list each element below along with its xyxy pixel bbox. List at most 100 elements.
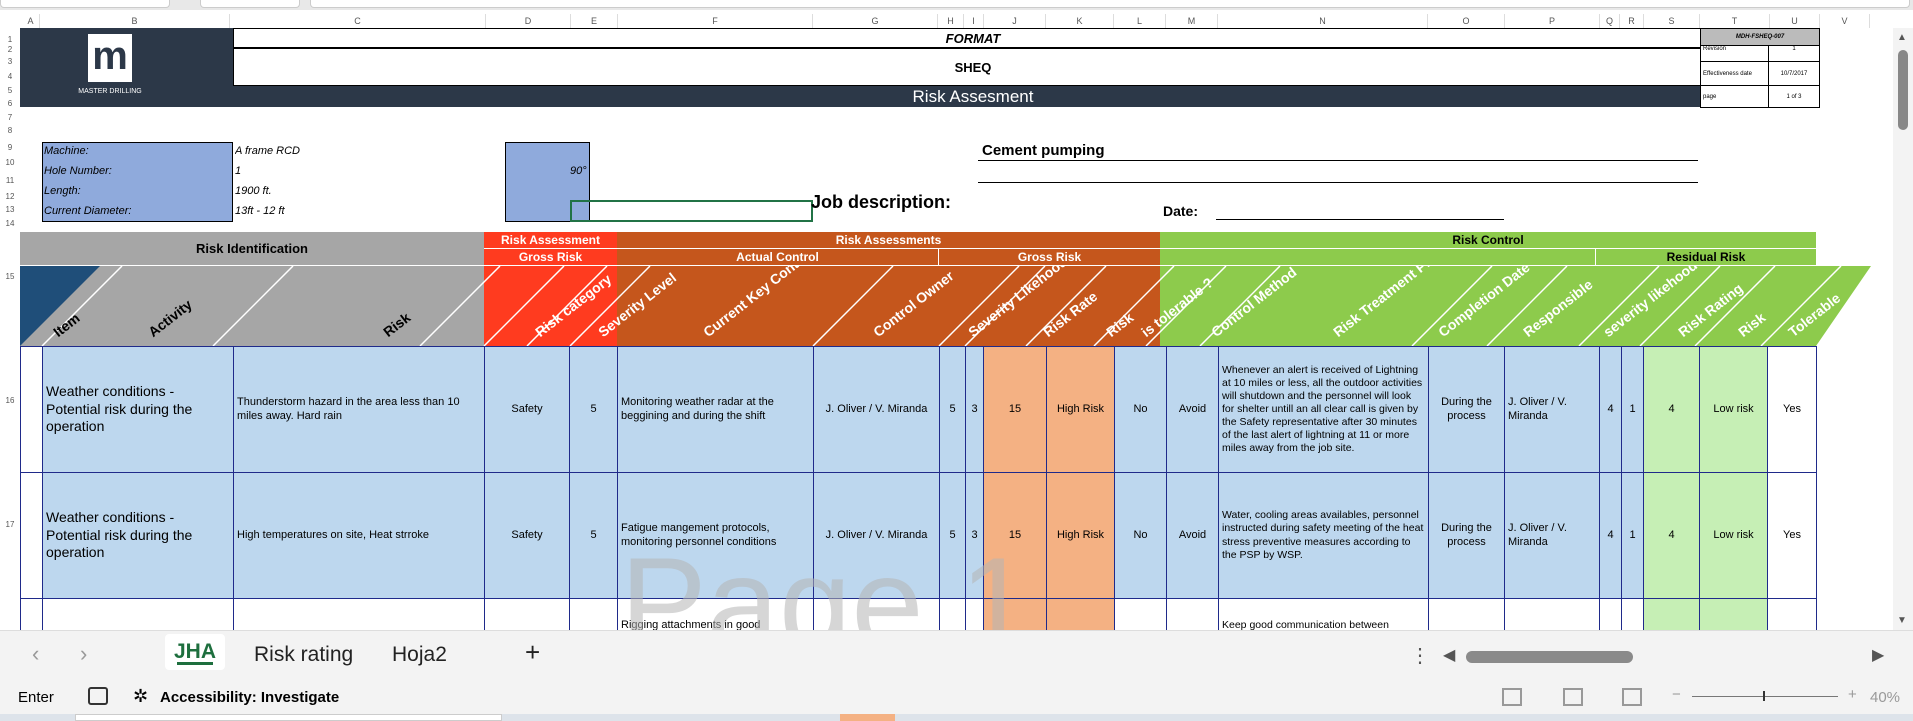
cell-rrate[interactable]: 4: [1643, 472, 1700, 599]
accessibility-icon[interactable]: ✲: [133, 686, 149, 706]
column-header-c[interactable]: C: [230, 14, 486, 28]
cell-controls[interactable]: Rigging attachments in good: [617, 598, 814, 630]
column-header-e[interactable]: E: [571, 14, 618, 28]
cell-plan[interactable]: Water, cooling areas availables, personn…: [1218, 472, 1429, 599]
cell-item[interactable]: [20, 472, 43, 599]
cell-rsev[interactable]: 4: [1599, 346, 1622, 473]
cell-completion[interactable]: During the process: [1428, 472, 1505, 599]
cell-item[interactable]: [20, 346, 43, 473]
row-header[interactable]: 1: [7, 35, 13, 44]
column-header-n[interactable]: N: [1218, 14, 1428, 28]
row-header[interactable]: 11: [5, 176, 15, 185]
column-header-v[interactable]: V: [1820, 14, 1870, 28]
cell-rtol[interactable]: Yes: [1767, 472, 1817, 599]
row-header[interactable]: 6: [7, 99, 13, 108]
row-header[interactable]: 7: [7, 113, 13, 122]
row-header[interactable]: 10: [5, 158, 15, 167]
cell-owner[interactable]: J. Oliver / V. Miranda: [813, 346, 940, 473]
cell-tolerable[interactable]: No: [1114, 346, 1167, 473]
scroll-up-icon[interactable]: ▲: [1897, 32, 1907, 43]
page-layout-icon[interactable]: [1563, 688, 1583, 706]
spreadsheet-grid[interactable]: m MASTER DRILLING FORMAT SHEQ Risk Asses…: [20, 28, 1871, 630]
hole-angle[interactable]: 90°: [570, 165, 587, 177]
column-header-u[interactable]: U: [1770, 14, 1820, 28]
cell-rrate[interactable]: 4: [1643, 346, 1700, 473]
cell-risk[interactable]: [233, 598, 485, 630]
cell-responsible[interactable]: J. Oliver / V. Miranda: [1504, 346, 1600, 473]
cell-rsev[interactable]: [1599, 598, 1622, 630]
cell-item[interactable]: [20, 598, 43, 630]
row-header[interactable]: 9: [7, 143, 13, 152]
column-header-d[interactable]: D: [486, 14, 571, 28]
tab-jha[interactable]: JHA: [165, 634, 225, 670]
selected-cell[interactable]: [570, 200, 813, 222]
horizontal-scroll-thumb[interactable]: [1466, 651, 1633, 663]
column-header-l[interactable]: L: [1114, 14, 1166, 28]
cell-rlik[interactable]: [1621, 598, 1644, 630]
prev-sheet-icon[interactable]: ‹: [32, 641, 40, 666]
row-header[interactable]: 13: [5, 205, 15, 214]
cell-completion[interactable]: [1428, 598, 1505, 630]
cell-method[interactable]: Avoid: [1166, 472, 1219, 599]
cell-rtol[interactable]: Yes: [1767, 346, 1817, 473]
cell-controls[interactable]: Fatigue mangement protocols, monitoring …: [617, 472, 814, 599]
cell-rtol[interactable]: [1767, 598, 1817, 630]
cell-category[interactable]: Safety: [484, 472, 570, 599]
more-options-icon[interactable]: ⋮: [1410, 645, 1430, 667]
cell-method[interactable]: [1166, 598, 1219, 630]
cell-rlik[interactable]: 1: [1621, 472, 1644, 599]
job-description-value[interactable]: Cement pumping: [982, 142, 1105, 159]
column-header-p[interactable]: P: [1505, 14, 1600, 28]
cell-rrisk[interactable]: Low risk: [1699, 346, 1768, 473]
column-header-t[interactable]: T: [1700, 14, 1770, 28]
row-header[interactable]: 8: [7, 126, 13, 135]
column-header-b[interactable]: B: [40, 14, 230, 28]
column-header-s[interactable]: S: [1644, 14, 1700, 28]
cell-completion[interactable]: During the process: [1428, 346, 1505, 473]
cell-gross[interactable]: High Risk: [1046, 472, 1115, 599]
row-header[interactable]: 4: [7, 72, 13, 81]
formula-bar[interactable]: [310, 0, 1910, 8]
row-header[interactable]: 15: [5, 272, 15, 281]
column-header-g[interactable]: G: [813, 14, 938, 28]
cell-owner[interactable]: J. Oliver / V. Miranda: [813, 472, 940, 599]
hole-value[interactable]: 1: [235, 165, 242, 177]
column-header-r[interactable]: R: [1620, 14, 1644, 28]
normal-view-icon[interactable]: [1502, 688, 1522, 706]
column-header-q[interactable]: Q: [1600, 14, 1620, 28]
cell-rate[interactable]: [983, 598, 1047, 630]
cell-gross[interactable]: High Risk: [1046, 346, 1115, 473]
cell-risk[interactable]: Thunderstorm hazard in the area less tha…: [233, 346, 485, 473]
column-header-j[interactable]: J: [984, 14, 1046, 28]
macro-record-icon[interactable]: [88, 687, 108, 705]
row-header[interactable]: 3: [7, 57, 13, 66]
column-header-i[interactable]: I: [964, 14, 984, 28]
tab-hoja2[interactable]: Hoja2: [392, 643, 447, 666]
cell-activity[interactable]: [42, 598, 234, 630]
cell-severity[interactable]: [569, 598, 618, 630]
cell-rsev[interactable]: 4: [1599, 472, 1622, 599]
cell-rate[interactable]: 15: [983, 346, 1047, 473]
scroll-down-icon[interactable]: ▼: [1897, 615, 1907, 626]
row-header[interactable]: 17: [5, 520, 15, 529]
cell-method[interactable]: Avoid: [1166, 346, 1219, 473]
column-header-h[interactable]: H: [938, 14, 964, 28]
zoom-level[interactable]: 40%: [1870, 689, 1901, 706]
cell-severity[interactable]: 5: [569, 472, 618, 599]
zoom-in-icon[interactable]: +: [1848, 686, 1857, 703]
vertical-scrollbar[interactable]: ▲ ▼: [1893, 28, 1913, 630]
next-sheet-icon[interactable]: ›: [80, 641, 88, 666]
row-header[interactable]: 16: [5, 396, 15, 405]
cell-plan[interactable]: Keep good communication between: [1218, 598, 1429, 630]
toolbar-box[interactable]: [200, 0, 300, 8]
cell-category[interactable]: [484, 598, 570, 630]
cell-rrate[interactable]: [1643, 598, 1700, 630]
accessibility-status[interactable]: Accessibility: Investigate: [160, 689, 340, 706]
zoom-thumb[interactable]: [1763, 691, 1765, 701]
cell-plan[interactable]: Whenever an alert is received of Lightni…: [1218, 346, 1429, 473]
scroll-right-icon[interactable]: ▶: [1872, 647, 1885, 664]
cell-risk[interactable]: High temperatures on site, Heat strroke: [233, 472, 485, 599]
diameter-value[interactable]: 13ft - 12 ft: [235, 205, 285, 217]
add-sheet-button[interactable]: +: [525, 637, 541, 667]
cell-rrisk[interactable]: [1699, 598, 1768, 630]
